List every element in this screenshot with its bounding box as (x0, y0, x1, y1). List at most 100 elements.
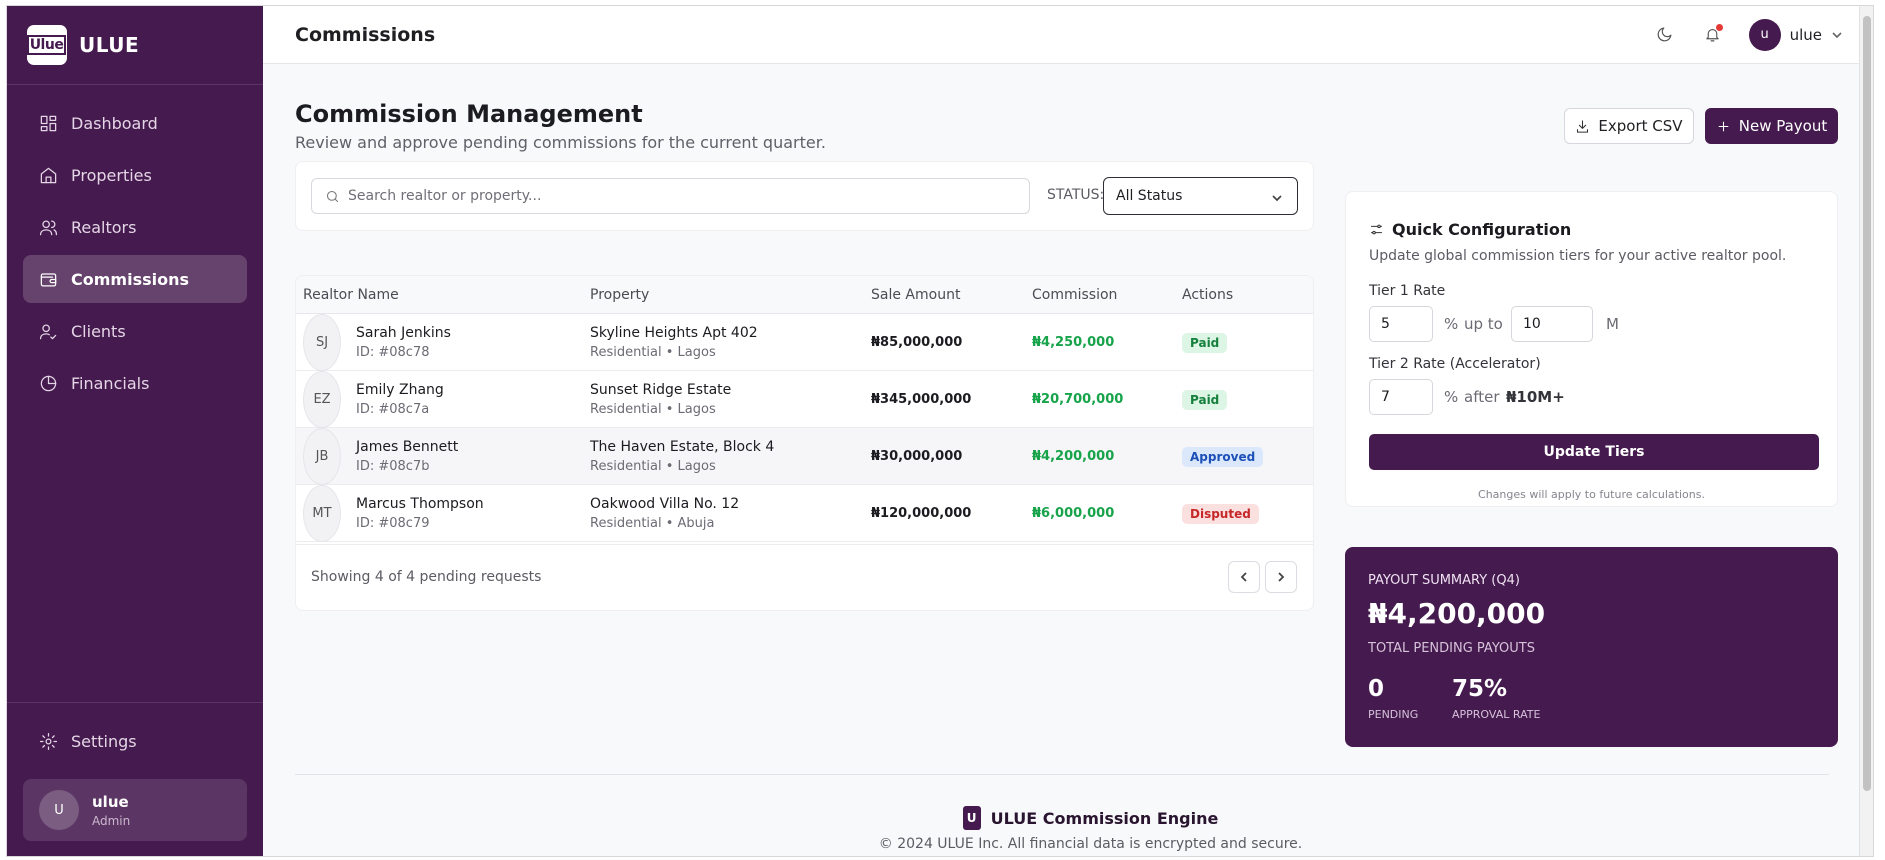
payout-summary-label: PAYOUT SUMMARY (Q4) (1368, 573, 1520, 588)
unit-m: M (1606, 315, 1619, 333)
topbar-actions: u ulue (1645, 15, 1859, 55)
home-icon (40, 167, 57, 183)
avatar: SJ (303, 314, 341, 371)
table-row[interactable]: JB James Bennett ID: #08c7b The Haven Es… (296, 428, 1313, 485)
brand-logo: Ulue (26, 25, 67, 65)
tier1-limit-input[interactable] (1511, 306, 1593, 342)
pie-chart-icon (40, 375, 57, 391)
gear-icon (39, 732, 58, 750)
tier1-label: Tier 1 Rate (1369, 283, 1446, 299)
new-payout-button[interactable]: New Payout (1705, 108, 1838, 144)
property-name: The Haven Estate, Block 4 (590, 439, 775, 455)
table-row[interactable]: SJ Sarah Jenkins ID: #08c78 Skyline Heig… (296, 314, 1313, 371)
avatar: u (1748, 18, 1781, 51)
sale-amount: ₦85,000,000 (871, 335, 963, 350)
notification-dot (1715, 23, 1723, 31)
tier2-threshold: ₦10M+ (1506, 388, 1565, 406)
topbar: Commissions u ulue (263, 6, 1859, 64)
scrollbar-thumb[interactable] (1863, 16, 1871, 791)
export-csv-label: Export CSV (1598, 117, 1683, 135)
sale-amount-cell: ₦120,000,000 (871, 485, 971, 542)
theme-toggle-button[interactable] (1645, 15, 1685, 55)
search-input[interactable] (348, 188, 1029, 204)
column-header[interactable]: Property (590, 286, 650, 303)
next-page-button[interactable] (1265, 561, 1297, 593)
sidebar-item-label: Financials (71, 373, 150, 393)
sidebar-item-dashboard[interactable]: Dashboard (23, 99, 247, 147)
approval-rate-stat: 75% APPROVAL RATE (1452, 676, 1540, 721)
user-check-icon (39, 324, 57, 339)
tier1-rate-input[interactable] (1369, 306, 1433, 342)
status-badge[interactable]: Approved (1182, 446, 1264, 467)
approval-rate-label: APPROVAL RATE (1452, 708, 1541, 721)
sidebar-item-label: Commissions (71, 269, 189, 289)
sidebar-nav: Dashboard Properties Realtors Commission… (7, 85, 263, 425)
pagination-summary: Showing 4 of 4 pending requests (311, 569, 542, 585)
sidebar-item-properties[interactable]: Properties (23, 151, 247, 199)
dashboard-icon (40, 115, 57, 131)
notifications-button[interactable] (1693, 15, 1733, 55)
sidebar-item-label: Clients (71, 321, 126, 341)
payout-total-label: TOTAL PENDING PAYOUTS (1368, 641, 1535, 656)
brand-logo-text: Ulue (26, 35, 67, 55)
commission-amount: ₦4,200,000 (1032, 449, 1115, 464)
property-type: Residential • Lagos (590, 345, 716, 360)
status-badge[interactable]: Paid (1182, 389, 1228, 410)
update-tiers-button[interactable]: Update Tiers (1369, 434, 1819, 470)
status-select-value: All Status (1116, 188, 1183, 204)
profile-menu[interactable]: u ulue (1748, 18, 1843, 51)
page-title: Commission Management (295, 100, 643, 128)
prev-page-button[interactable] (1228, 561, 1260, 593)
search-box (311, 178, 1030, 214)
property-type: Residential • Lagos (590, 459, 716, 474)
column-header[interactable]: Commission (1032, 286, 1118, 303)
scrollbar[interactable] (1859, 6, 1873, 856)
table-row[interactable]: EZ Emily Zhang ID: #08c7a Sunset Ridge E… (296, 371, 1313, 428)
download-icon (1577, 119, 1589, 133)
sale-amount-cell: ₦85,000,000 (871, 314, 962, 371)
config-title: Quick Configuration (1369, 220, 1571, 239)
app-window: Ulue ULUE Dashboard Properties Realtors … (6, 5, 1874, 857)
footer-divider (295, 774, 1829, 775)
table-header: Realtor Name Property Sale Amount Commis… (296, 276, 1313, 314)
commission-cell: ₦4,250,000 (1032, 314, 1114, 371)
sidebar-user-card[interactable]: U ulue Admin (23, 779, 247, 841)
plus-icon (1718, 121, 1729, 131)
sidebar-item-label: Realtors (71, 217, 137, 237)
page-header-title: Commissions (295, 23, 436, 46)
avatar: U (39, 790, 79, 830)
brand[interactable]: Ulue ULUE (7, 6, 263, 85)
moon-icon (1657, 27, 1672, 42)
sale-amount-cell: ₦30,000,000 (871, 428, 962, 485)
status-badge[interactable]: Disputed (1182, 503, 1259, 524)
pending-stat: 0 PENDING (1368, 676, 1418, 721)
sidebar-item-financials[interactable]: Financials (23, 359, 247, 407)
sidebar-item-settings[interactable]: Settings (23, 717, 247, 765)
tier2-rate-input[interactable] (1369, 379, 1433, 415)
property-name: Skyline Heights Apt 402 (590, 325, 758, 341)
search-icon (326, 190, 339, 203)
config-subtitle: Update global commission tiers for your … (1369, 248, 1787, 264)
export-csv-button[interactable]: Export CSV (1564, 108, 1694, 144)
user-role: Admin (92, 813, 131, 828)
main-content: Commission Management Review and approve… (263, 64, 1859, 856)
status-select[interactable]: All Status (1103, 177, 1298, 215)
actions-cell: Paid (1182, 314, 1228, 371)
table-row[interactable]: MT Marcus Thompson ID: #08c79 Oakwood Vi… (296, 485, 1313, 542)
avatar: MT (303, 485, 341, 542)
bell-icon (1706, 28, 1719, 42)
sidebar-item-realtors[interactable]: Realtors (23, 203, 247, 251)
users-icon (39, 220, 58, 235)
tier2-label: Tier 2 Rate (Accelerator) (1369, 356, 1541, 372)
column-header[interactable]: Realtor Name (303, 286, 399, 303)
column-header[interactable]: Actions (1182, 286, 1234, 303)
realtor-cell: Emily Zhang ID: #08c7a (356, 371, 444, 428)
status-badge[interactable]: Paid (1182, 332, 1228, 353)
brand-name: ULUE (79, 33, 140, 57)
column-header[interactable]: Sale Amount (871, 286, 961, 303)
sidebar-item-commissions[interactable]: Commissions (23, 255, 247, 303)
user-name: ulue (92, 792, 129, 811)
chevron-down-icon (1272, 195, 1282, 202)
footer-brand: U ULUE Commission Engine (263, 806, 1868, 830)
sidebar-item-clients[interactable]: Clients (23, 307, 247, 355)
